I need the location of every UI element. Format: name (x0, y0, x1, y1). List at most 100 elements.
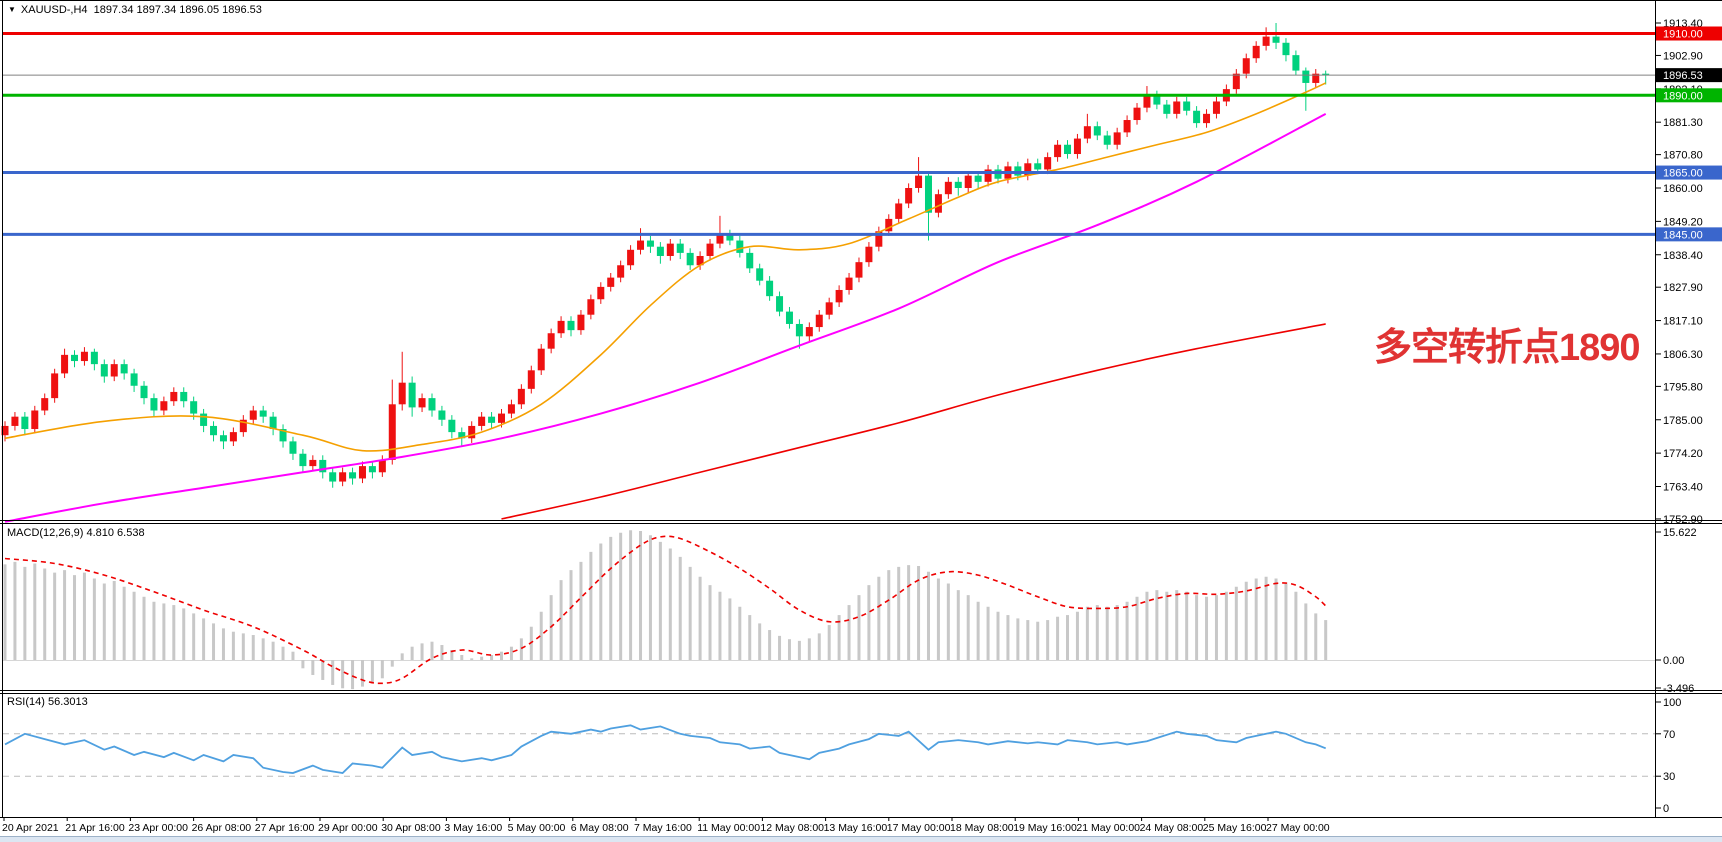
rsi-tick-label: 0 (1663, 803, 1669, 815)
price-tick-label: 1860.00 (1663, 183, 1703, 195)
price-tick-label: 1827.90 (1663, 282, 1703, 294)
candle-body (249, 410, 257, 420)
candle-body (349, 472, 357, 479)
price-label-box-1865.00 (1656, 165, 1722, 180)
candle-body (1133, 107, 1141, 121)
price-tick-label: 1849.20 (1663, 216, 1703, 228)
time-axis-label: 29 Apr 00:00 (318, 822, 378, 834)
time-axis-label: 18 May 08:00 (950, 822, 1014, 834)
candle-body (1322, 73, 1330, 76)
candle-body (61, 354, 69, 374)
candle-body (309, 459, 317, 467)
candle-body (934, 194, 942, 213)
candle-body (577, 314, 585, 331)
time-axis-label: 6 May 08:00 (571, 822, 629, 834)
symbol-timeframe-label: XAUUSD-,H4 (20, 4, 88, 16)
price-tick-label: 1870.80 (1663, 150, 1703, 162)
price-label-box-1910.00 (1656, 26, 1722, 41)
candle-body (1153, 95, 1161, 105)
price-tick-label: 1881.30 (1663, 117, 1703, 129)
candle-body (895, 203, 903, 219)
price-label-box-1890.00 (1656, 88, 1722, 103)
candle-body (795, 323, 803, 337)
candle-body (170, 391, 178, 402)
time-axis-label: 21 May 00:00 (1076, 822, 1140, 834)
candle-body (726, 234, 734, 241)
price-tick-label: 1795.80 (1663, 381, 1703, 393)
time-axis-label: 24 May 08:00 (1140, 822, 1204, 834)
time-axis-label: 27 May 00:00 (1266, 822, 1330, 834)
candle-body (924, 175, 932, 213)
candle-body (805, 327, 813, 337)
candle-body (110, 364, 118, 377)
candle-body (766, 280, 774, 297)
chart-header: ▼ XAUUSD-,H4 1897.34 1897.34 1896.05 1896… (8, 4, 262, 16)
candle-body (11, 416, 19, 426)
time-axis-label: 17 May 00:00 (887, 822, 951, 834)
candle-body (885, 218, 893, 232)
candle-body (329, 472, 337, 482)
candle-body (478, 416, 486, 426)
candle-body (130, 373, 138, 386)
candle-body (1083, 126, 1091, 139)
candle-body (1073, 138, 1081, 155)
candle-body (517, 388, 525, 405)
candle-body (597, 286, 605, 300)
price-tick-label: 1806.30 (1663, 349, 1703, 361)
candle-body (219, 435, 227, 442)
time-axis-label: 5 May 00:00 (508, 822, 566, 834)
candle-body (339, 472, 347, 482)
candle-body (458, 432, 466, 439)
candle-body (190, 401, 198, 414)
candle-body (1183, 101, 1191, 111)
candle-body (1242, 58, 1250, 74)
candle-body (915, 175, 923, 189)
rsi-line (4, 724, 1327, 774)
ohlc-readout: 1897.34 1897.34 1896.05 1896.53 (93, 4, 262, 16)
candle-body (1, 425, 9, 436)
time-axis-label: 12 May 08:00 (760, 822, 824, 834)
candle-body (100, 364, 108, 377)
candle-body (507, 404, 515, 414)
candle-body (488, 416, 496, 423)
candle-body (408, 382, 416, 408)
candle-body (815, 314, 823, 328)
macd-tick-label: 0.00 (1663, 655, 1684, 667)
candle-body (388, 404, 396, 460)
candle-body (210, 425, 218, 436)
candle-body (1113, 132, 1121, 145)
candle-body (637, 240, 645, 250)
price-label-text: 1890.00 (1663, 90, 1703, 102)
candle-body (31, 410, 39, 430)
price-tick-label: 1902.90 (1663, 50, 1703, 62)
candle-body (160, 401, 168, 411)
macd-tick-label: -3.496 (1663, 683, 1694, 695)
candle-body (1193, 110, 1201, 124)
candle-body (229, 432, 237, 442)
price-tick-label: 1774.20 (1663, 448, 1703, 460)
candle-body (1272, 36, 1280, 43)
candle-body (1252, 45, 1260, 59)
candle-body (279, 429, 287, 442)
symbol-dropdown-icon[interactable]: ▼ (8, 5, 16, 14)
candle-body (378, 459, 386, 473)
candle-body (448, 419, 456, 433)
candle-body (656, 246, 664, 256)
price-label-box-1845.00 (1656, 227, 1722, 242)
candle-body (1093, 126, 1101, 136)
chart-text-annotation[interactable]: 多空转折点1890 (1374, 327, 1641, 369)
candle-body (756, 268, 764, 281)
candle-body (1262, 36, 1270, 46)
time-axis-label: 11 May 00:00 (697, 822, 760, 834)
window-bottom-edge (0, 836, 1722, 842)
price-label-text: 1896.53 (1663, 70, 1703, 82)
ma-fast-orange-line (4, 82, 1327, 452)
candle-body (587, 299, 595, 315)
time-axis-label: 13 May 16:00 (824, 822, 888, 834)
candle-body (984, 169, 992, 182)
candle-body (428, 398, 436, 411)
candle-body (259, 410, 267, 417)
